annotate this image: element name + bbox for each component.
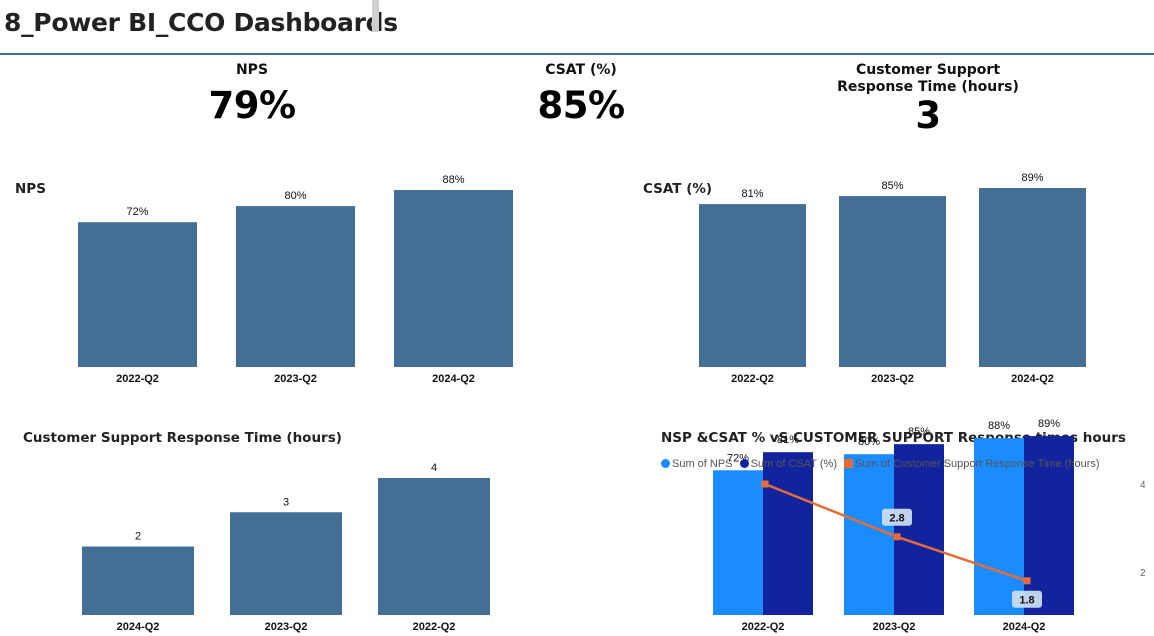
response-time-label-bg[interactable] xyxy=(882,508,912,526)
kpi-value: 85% xyxy=(537,84,625,127)
legend-label: Sum of NPS xyxy=(672,458,733,470)
legend-item-nps[interactable]: Sum of NPS xyxy=(661,458,733,470)
response-time-marker[interactable] xyxy=(893,533,901,541)
nps-data-label: 72% xyxy=(126,206,148,218)
legend-label: Sum of CSAT (%) xyxy=(750,458,837,470)
chart-title-nps: NPS xyxy=(15,181,46,197)
response-time-data-label: 3 xyxy=(283,496,289,508)
kpi-card-nps[interactable]: NPS 79% xyxy=(192,62,312,127)
response-time-bar[interactable] xyxy=(230,512,342,615)
response-time-data-label: 4 xyxy=(431,462,437,474)
combo-legend: Sum of NPS Sum of CSAT (%) Sum of Custom… xyxy=(661,458,1104,470)
text-cursor xyxy=(372,0,379,32)
title-divider xyxy=(0,53,1154,55)
chart-title-response-time: Customer Support Response Time (hours) xyxy=(23,430,342,446)
page-title: 8_Power BI_CCO Dashboards xyxy=(4,8,398,37)
combo-csat-bar[interactable] xyxy=(1024,436,1074,615)
combo-nps-data-label: 80% xyxy=(858,436,880,448)
csat-data-label: 85% xyxy=(881,180,903,192)
chart-title-csat: CSAT (%) xyxy=(643,181,713,197)
csat-x-tick-label: 2023-Q2 xyxy=(871,373,914,385)
kpi-card-response-time[interactable]: Customer Support Response Time (hours) 3 xyxy=(828,62,1028,137)
combo-nps-bar[interactable] xyxy=(713,470,763,615)
response-time-bar[interactable] xyxy=(378,478,490,615)
legend-marker-nps xyxy=(661,459,670,468)
response-time-data-label: 1.8 xyxy=(1019,594,1034,606)
response-time-marker[interactable] xyxy=(1023,577,1031,585)
nps-data-label: 88% xyxy=(442,174,464,186)
kpi-label: NPS xyxy=(235,62,269,78)
response-time-x-tick-label: 2024-Q2 xyxy=(117,621,160,633)
secondary-axis-tick: 2 xyxy=(1140,568,1146,579)
response-time-x-tick-label: 2022-Q2 xyxy=(413,621,456,633)
csat-x-tick-label: 2024-Q2 xyxy=(1011,373,1054,385)
kpi-label: CSAT (%) xyxy=(545,62,617,78)
legend-item-response-time[interactable]: Sum of Customer Support Response Time (h… xyxy=(844,458,1100,470)
csat-bar[interactable] xyxy=(839,196,946,367)
legend-marker-response-time xyxy=(844,459,854,468)
csat-x-tick-label: 2022-Q2 xyxy=(731,373,774,385)
combo-nps-data-label: 88% xyxy=(988,420,1010,432)
nps-x-tick-label: 2022-Q2 xyxy=(116,373,159,385)
csat-bar[interactable] xyxy=(699,204,806,367)
response-time-x-tick-label: 2023-Q2 xyxy=(265,621,308,633)
nps-bar[interactable] xyxy=(236,206,355,367)
kpi-value: 79% xyxy=(208,84,296,127)
nps-data-label: 80% xyxy=(284,190,306,202)
combo-csat-data-label: 81% xyxy=(777,434,799,446)
response-time-marker[interactable] xyxy=(761,480,769,488)
response-time-bar[interactable] xyxy=(82,546,194,616)
csat-data-label: 89% xyxy=(1021,172,1043,184)
combo-csat-bar[interactable] xyxy=(763,452,813,615)
csat-bar[interactable] xyxy=(979,188,1086,367)
combo-csat-bar[interactable] xyxy=(894,444,944,615)
nps-x-tick-label: 2023-Q2 xyxy=(274,373,317,385)
response-time-label-bg[interactable] xyxy=(1012,590,1042,608)
csat-data-label: 81% xyxy=(741,188,763,200)
combo-x-tick-label: 2023-Q2 xyxy=(873,621,916,633)
nps-bar[interactable] xyxy=(394,190,513,367)
combo-nps-bar[interactable] xyxy=(844,454,894,615)
combo-csat-data-label: 89% xyxy=(1038,418,1060,430)
legend-label: Sum of Customer Support Response Time (h… xyxy=(855,458,1100,470)
combo-csat-data-label: 85% xyxy=(908,426,930,438)
nps-x-tick-label: 2024-Q2 xyxy=(432,373,475,385)
combo-nps-bar[interactable] xyxy=(974,438,1024,615)
secondary-axis-tick: 4 xyxy=(1140,480,1146,491)
legend-item-csat[interactable]: Sum of CSAT (%) xyxy=(739,458,837,470)
legend-marker-csat xyxy=(739,459,749,468)
kpi-card-csat[interactable]: CSAT (%) 85% xyxy=(521,62,641,127)
kpi-label: Customer Support Response Time (hours) xyxy=(837,62,1019,95)
combo-x-tick-label: 2024-Q2 xyxy=(1003,621,1046,633)
response-time-data-label: 2.8 xyxy=(889,512,904,524)
response-time-data-label: 2 xyxy=(135,531,141,543)
combo-x-tick-label: 2022-Q2 xyxy=(742,621,785,633)
kpi-value: 3 xyxy=(915,94,941,137)
nps-bar[interactable] xyxy=(78,222,197,367)
